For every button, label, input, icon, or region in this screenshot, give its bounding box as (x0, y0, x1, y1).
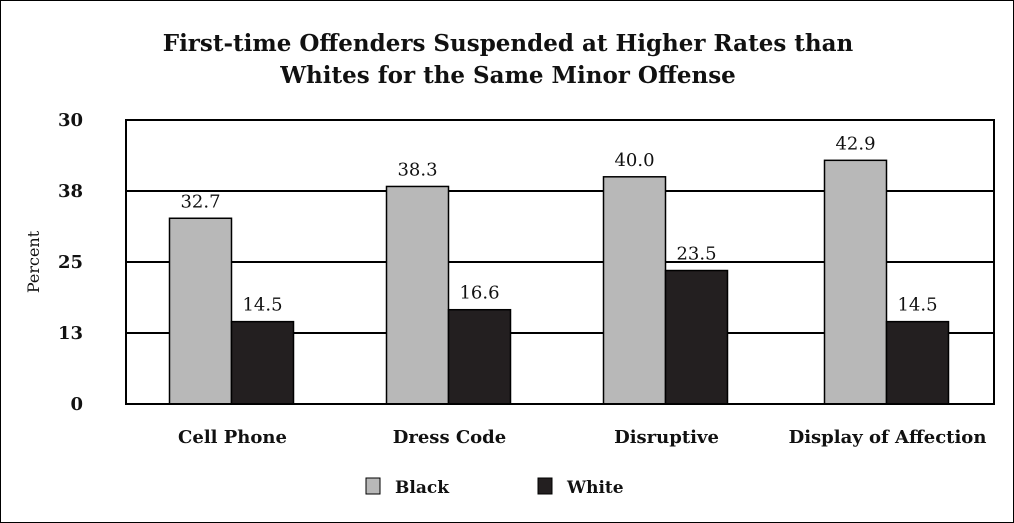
bar-black (168, 217, 233, 405)
chart-title-line-2: Whites for the Same Minor Offense (279, 62, 736, 89)
y-tick-label: 0 (70, 394, 83, 415)
x-category-label: Dress Code (393, 427, 506, 448)
legend-swatch-black (365, 477, 381, 495)
bar-white (447, 308, 512, 405)
legend-label-black: Black (395, 478, 450, 498)
bar-black (385, 185, 450, 405)
data-labels: 32.7 14.5 38.3 16.6 40.0 23.5 42.9 14.5 (180, 133, 937, 315)
x-category-label: Disruptive (614, 427, 719, 448)
x-category-label: Cell Phone (178, 427, 287, 448)
bar-white (664, 269, 729, 405)
bar-black (602, 176, 667, 405)
y-tick-label: 30 (58, 110, 83, 131)
chart-title: First-time Offenders Suspended at Higher… (163, 30, 854, 89)
bar-white (230, 320, 295, 405)
x-axis-categories: Cell Phone Dress Code Disruptive Display of… (178, 427, 986, 448)
y-axis-label: Percent (24, 230, 43, 293)
y-tick-label: 38 (58, 181, 83, 202)
y-tick-label: 13 (58, 323, 83, 344)
legend-label-white: White (566, 478, 624, 498)
data-label: 16.6 (459, 283, 499, 304)
bars (168, 159, 950, 405)
data-label: 14.5 (242, 295, 282, 316)
bar-white (885, 320, 950, 405)
y-tick-label: 25 (58, 252, 83, 273)
data-label: 38.3 (397, 159, 437, 180)
legend-swatch-white (537, 477, 553, 495)
data-label: 23.5 (676, 244, 716, 265)
y-axis-ticks: 30 38 25 13 0 (58, 110, 83, 415)
data-label: 42.9 (835, 133, 875, 154)
bar-black (823, 159, 888, 405)
plot-area-border (125, 119, 995, 405)
x-category-label: Display of Affection (789, 427, 987, 448)
data-label: 14.5 (897, 295, 937, 316)
data-label: 40.0 (614, 150, 654, 171)
legend: Black White (365, 477, 624, 498)
data-label: 32.7 (180, 191, 220, 212)
chart-title-line-1: First-time Offenders Suspended at Higher… (163, 30, 854, 57)
